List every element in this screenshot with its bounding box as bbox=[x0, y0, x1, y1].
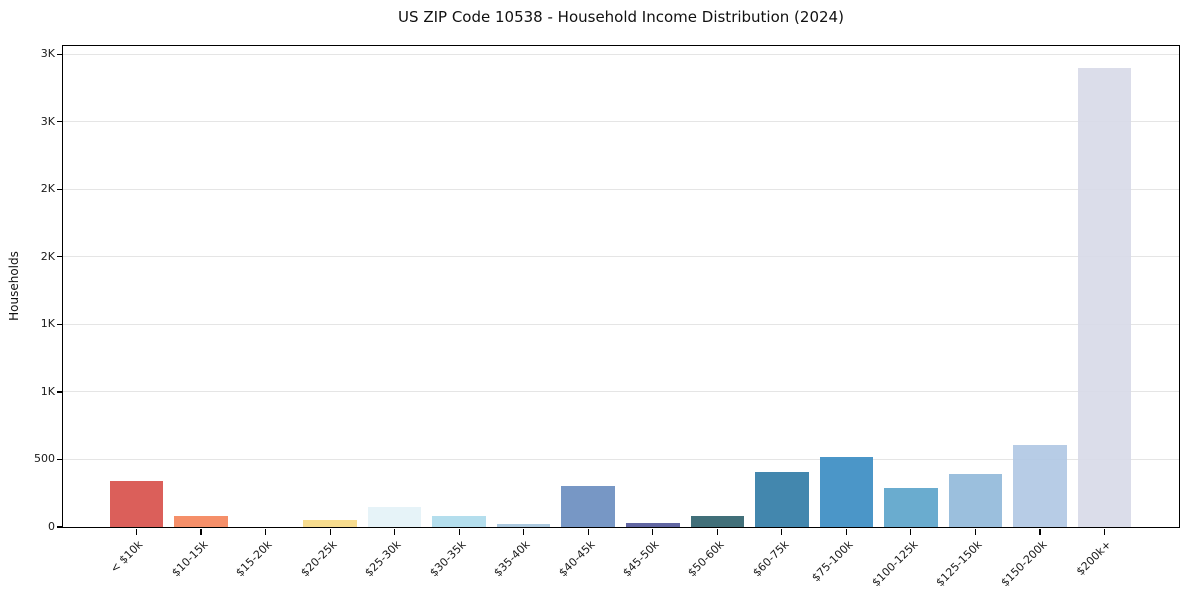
x-tick-label: $75-100k bbox=[809, 538, 856, 585]
x-tick-label: $50-60k bbox=[685, 538, 727, 580]
gridline bbox=[63, 121, 1179, 123]
gridline bbox=[63, 188, 1179, 190]
bar bbox=[303, 519, 357, 527]
y-tick-label: 2K bbox=[40, 249, 55, 263]
y-tick-label: 2K bbox=[40, 182, 55, 196]
x-tick-label: $20-25k bbox=[298, 538, 340, 580]
y-tick-label: 3K bbox=[40, 47, 55, 61]
gridline bbox=[63, 323, 1179, 325]
y-tick-label: 1K bbox=[40, 384, 55, 398]
bar bbox=[755, 471, 809, 527]
x-tick bbox=[394, 528, 396, 535]
x-tick bbox=[845, 528, 847, 535]
y-tick bbox=[56, 458, 62, 461]
x-tick-label: $15-20k bbox=[233, 538, 275, 580]
x-tick-label: $35-40k bbox=[491, 538, 533, 580]
gridline bbox=[63, 391, 1179, 393]
x-tick bbox=[1039, 528, 1041, 535]
x-tick bbox=[781, 528, 783, 535]
x-tick bbox=[523, 528, 525, 535]
plot-area: 0 500 1K 1K 2K 2K 3K 3K < $10k $10-15k $15-20k $20-… bbox=[34, 45, 1180, 589]
x-tick-label: $200k+ bbox=[1073, 538, 1114, 579]
bar bbox=[561, 486, 615, 527]
bar bbox=[432, 515, 486, 527]
x-tick-label: $60-75k bbox=[749, 538, 792, 580]
y-tick bbox=[56, 121, 62, 123]
bar bbox=[174, 516, 228, 527]
y-tick bbox=[56, 53, 62, 55]
x-tick-label: $45-50k bbox=[620, 538, 662, 580]
gridline bbox=[63, 256, 1179, 258]
bar bbox=[1077, 67, 1132, 527]
x-tick bbox=[135, 528, 138, 535]
x-tick-label: $25-30k bbox=[362, 538, 404, 580]
gridline bbox=[63, 53, 1179, 55]
y-tick bbox=[56, 256, 62, 258]
y-tick-label: 3K bbox=[40, 114, 55, 128]
x-tick bbox=[1103, 528, 1106, 535]
x-tick bbox=[910, 528, 912, 535]
x-tick bbox=[587, 528, 589, 535]
bar bbox=[884, 487, 938, 527]
x-tick-label: $40-45k bbox=[556, 538, 598, 580]
x-tick bbox=[974, 528, 977, 535]
x-tick bbox=[652, 528, 654, 535]
y-tick-label: 0 bbox=[48, 520, 55, 533]
bar bbox=[109, 481, 164, 527]
y-tick bbox=[56, 526, 62, 528]
bar bbox=[626, 522, 680, 527]
gridline bbox=[63, 458, 1179, 460]
x-tick bbox=[200, 528, 202, 535]
bar bbox=[690, 516, 745, 527]
x-tick bbox=[458, 528, 460, 535]
x-tick-label: $100-125k bbox=[868, 538, 921, 590]
x-tick-label: $30-35k bbox=[427, 538, 469, 580]
x-tick-label: $150-200k bbox=[998, 538, 1050, 590]
bar bbox=[819, 456, 874, 527]
bar bbox=[948, 473, 1003, 527]
x-tick bbox=[329, 528, 331, 535]
x-tick bbox=[264, 528, 267, 535]
bar bbox=[367, 506, 422, 527]
x-tick-label: < $10k bbox=[108, 538, 146, 576]
x-tick-label: $10-15k bbox=[168, 538, 211, 580]
bar bbox=[1013, 445, 1067, 527]
y-tick-label: 1K bbox=[40, 317, 55, 331]
y-tick bbox=[56, 391, 62, 393]
y-tick-label: 500 bbox=[34, 452, 55, 466]
x-tick bbox=[716, 528, 718, 535]
x-tick-label: $125-150k bbox=[933, 538, 985, 590]
bar bbox=[496, 523, 551, 527]
y-tick bbox=[56, 323, 62, 325]
y-tick bbox=[56, 188, 62, 190]
chart-title: US ZIP Code 10538 - Household Income Dis… bbox=[398, 8, 844, 26]
